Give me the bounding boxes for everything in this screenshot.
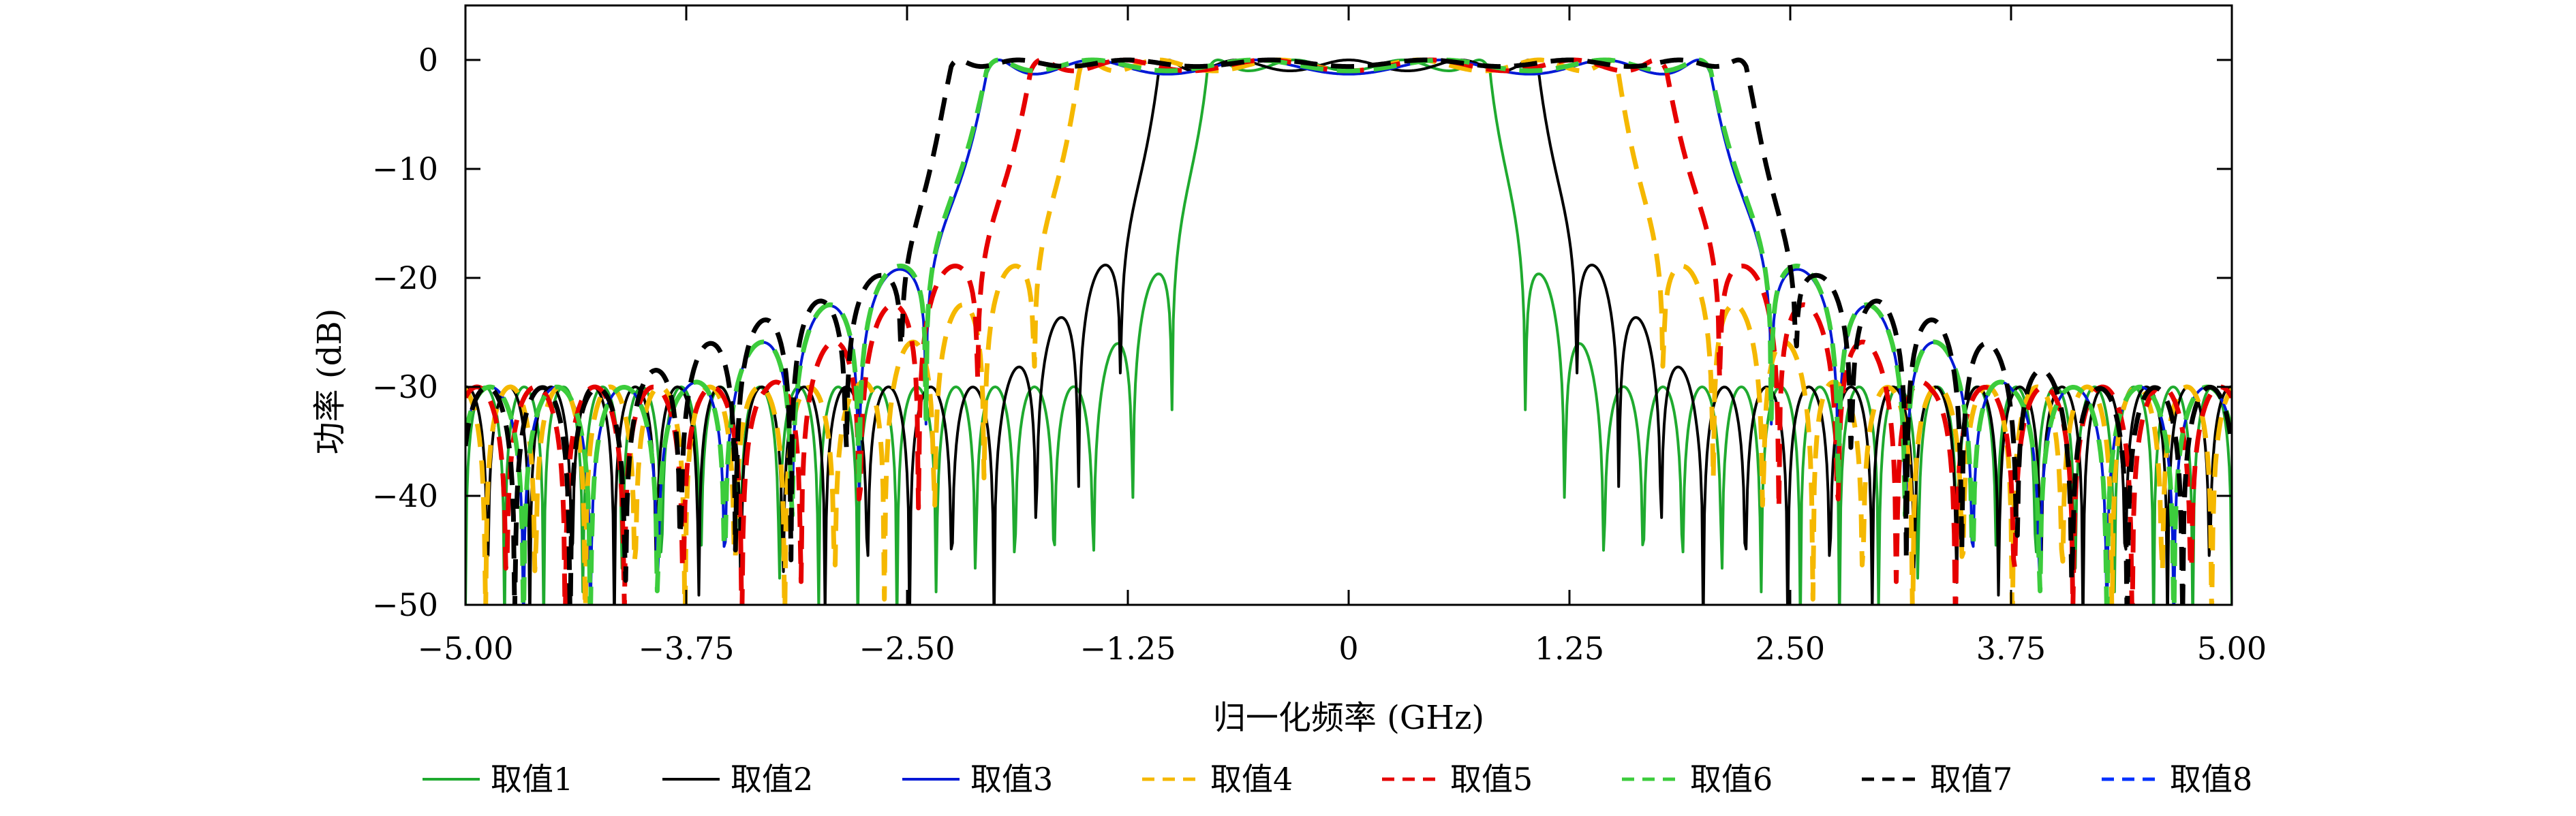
- y-tick-label: −20: [372, 260, 438, 296]
- legend: 取值1 取值2 取值3 取值4 取值5 取值6 取值7 取值8: [423, 761, 2252, 798]
- legend-label-2: 取值2: [731, 761, 813, 798]
- x-axis-label: 归一化频率 (GHz): [1213, 699, 1484, 737]
- y-tick-label: −10: [372, 151, 438, 187]
- x-tick-label: 0: [1338, 630, 1358, 667]
- plot-frame: [464, 4, 2233, 606]
- series-line-4: [465, 57, 2232, 605]
- legend-label-8: 取值8: [2170, 761, 2252, 798]
- legend-label-4: 取值4: [1210, 761, 1293, 798]
- y-axis-ticks: 0 −10 −20 −30 −40 −50: [372, 42, 2232, 623]
- y-tick-label: 0: [418, 42, 438, 78]
- legend-label-1: 取值1: [491, 761, 573, 798]
- series-line-3: [465, 59, 2232, 605]
- series-line-7: [465, 57, 2232, 605]
- x-tick-label: 2.50: [1755, 630, 1825, 667]
- x-tick-label: −1.25: [1080, 630, 1176, 667]
- legend-label-6: 取值6: [1690, 761, 1773, 798]
- x-tick-label: 3.75: [1976, 630, 2046, 667]
- x-tick-label: −3.75: [639, 630, 735, 667]
- y-tick-label: −40: [372, 477, 438, 514]
- x-axis-ticks: −5.00 −3.75 −2.50 −1.25 0 1.25 2.50 3.75 5.00: [418, 5, 2267, 667]
- series-line-5: [465, 57, 2232, 605]
- legend-label-5: 取值5: [1450, 761, 1533, 798]
- legend-label-7: 取值7: [1930, 761, 2012, 798]
- y-axis-label: 功率 (dB): [311, 309, 349, 455]
- y-tick-label: −50: [372, 586, 438, 623]
- series-line-2: [465, 59, 2232, 605]
- y-axis-label-group: 功率 (dB): [311, 309, 349, 455]
- x-tick-label: 1.25: [1535, 630, 1604, 667]
- x-tick-label: 5.00: [2197, 630, 2267, 667]
- y-tick-label: −30: [372, 368, 438, 405]
- x-tick-label: −2.50: [859, 630, 955, 667]
- legend-label-3: 取值3: [970, 761, 1053, 798]
- x-tick-label: −5.00: [418, 630, 514, 667]
- series-line-1: [465, 59, 2232, 605]
- series-layer: [465, 57, 2232, 605]
- series-line-6: [465, 57, 2232, 605]
